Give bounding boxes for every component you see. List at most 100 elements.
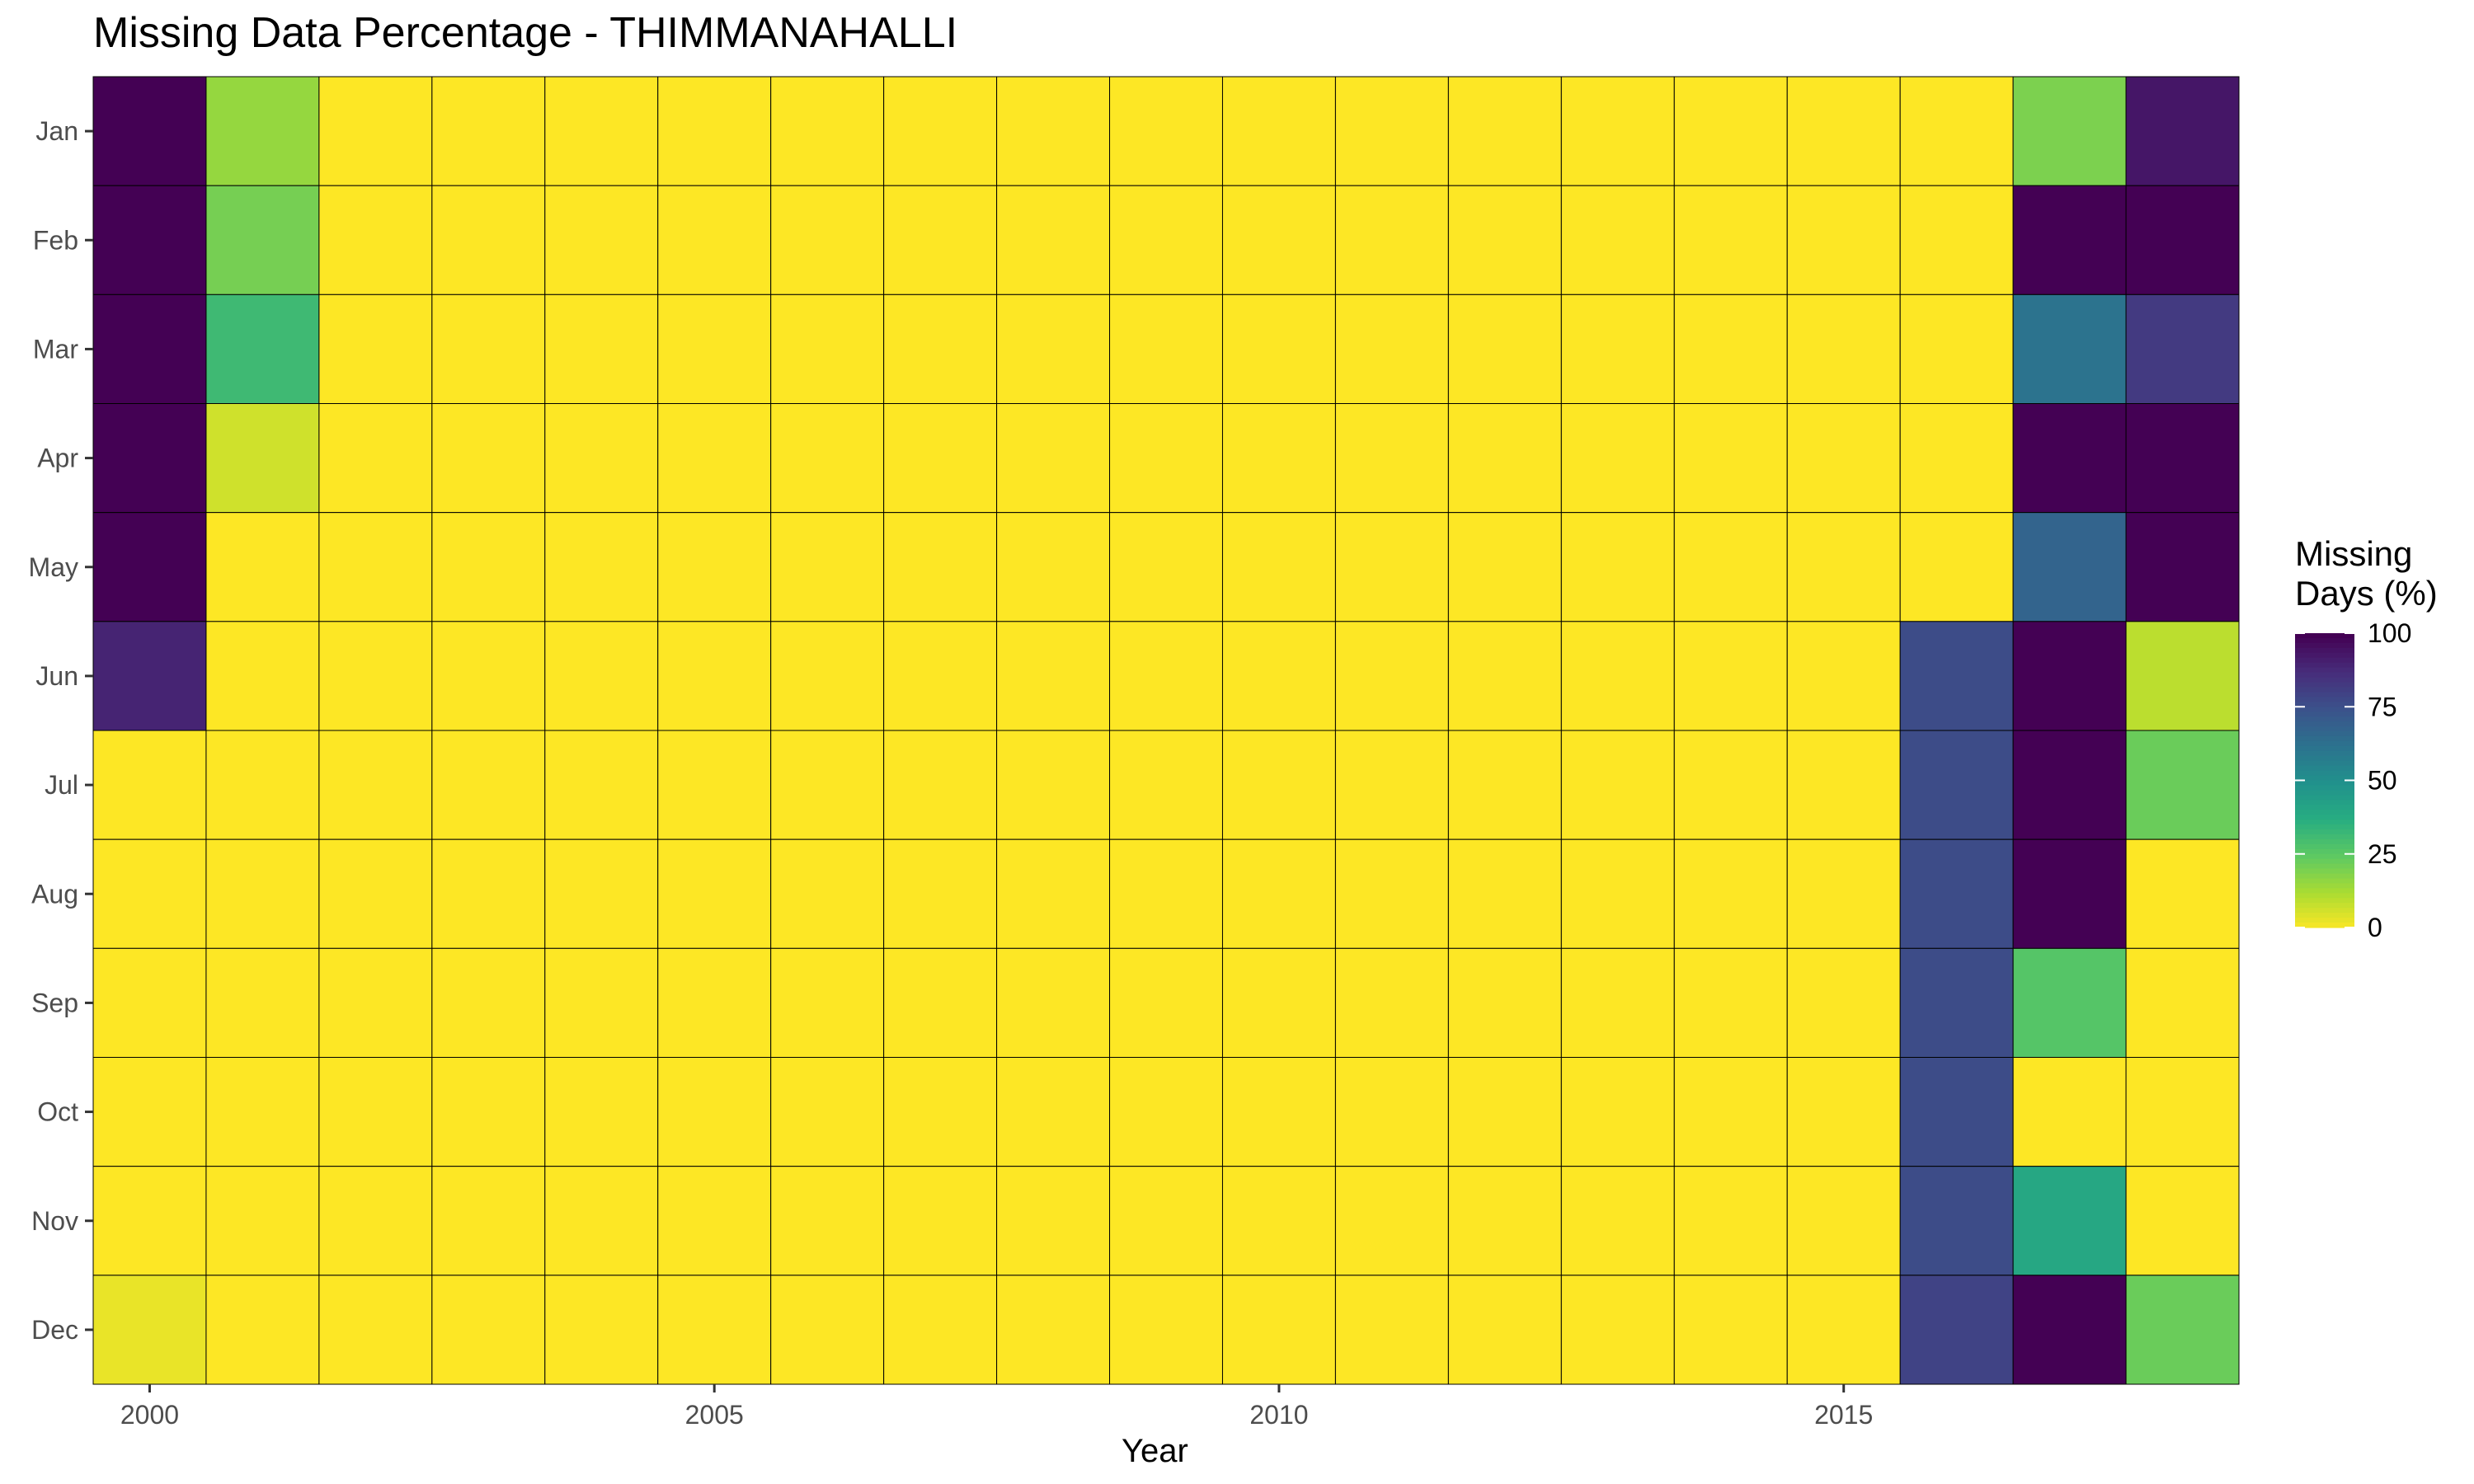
heatmap-cell-jun-2009 [1109, 621, 1223, 731]
y-tick-label-may: May [29, 552, 78, 582]
heatmap-cell-jun-2003 [431, 621, 546, 731]
heatmap-cell-sep-2006 [770, 947, 885, 1058]
heatmap-cell-apr-2006 [770, 403, 885, 514]
legend-colorbar-segment [2295, 785, 2354, 791]
heatmap-cell-jan-2005 [657, 76, 772, 186]
heatmap-cell-mar-2018 [2125, 294, 2240, 404]
heatmap-cell-apr-2012 [1447, 403, 1562, 514]
heatmap-cell-feb-2012 [1447, 185, 1562, 295]
heatmap-cell-aug-2009 [1109, 838, 1223, 949]
heatmap-cell-sep-2013 [1560, 947, 1675, 1058]
heatmap-cell-jun-2004 [544, 621, 659, 731]
heatmap-cell-jul-2013 [1560, 730, 1675, 840]
heatmap-cell-jan-2001 [205, 76, 320, 186]
heatmap-cell-feb-2010 [1221, 185, 1336, 295]
heatmap-cell-jan-2000 [92, 76, 207, 186]
legend-colorbar-segment [2295, 652, 2354, 659]
heatmap-cell-mar-2001 [205, 294, 320, 404]
y-axis-ticks: Jan Feb Mar Apr May Jun Jul Aug Sep Oct Nov Dec [29, 116, 93, 1345]
y-tick-label-jan: Jan [35, 116, 78, 146]
heatmap-cell-aug-2004 [544, 838, 659, 949]
heatmap-cell-mar-2011 [1334, 294, 1449, 404]
legend-colorbar-segment [2295, 702, 2354, 707]
heatmap-cell-feb-2016 [1899, 185, 2014, 295]
heatmap-cell-jun-2010 [1221, 621, 1336, 731]
heatmap-cell-dec-2016 [1899, 1275, 2014, 1385]
legend-colorbar-segment [2295, 677, 2354, 683]
legend-title: Missing Days (%) [2295, 534, 2438, 613]
legend-colorbar-segment [2295, 888, 2354, 894]
heatmap-cell-aug-2010 [1221, 838, 1336, 949]
legend-colorbar-segment [2295, 735, 2354, 742]
heatmap-cell-may-2007 [883, 512, 998, 622]
heatmap-cell-dec-2006 [770, 1275, 885, 1385]
heatmap-cell-nov-2016 [1899, 1166, 2014, 1276]
heatmap-cell-apr-2011 [1334, 403, 1449, 514]
heatmap-cell-jun-2002 [318, 621, 433, 731]
legend-title-line-1: Missing [2295, 534, 2413, 573]
heatmap-cell-jan-2006 [770, 76, 885, 186]
heatmap-cell-jan-2011 [1334, 76, 1449, 186]
heatmap-cell-jun-2008 [996, 621, 1111, 731]
heatmap-cell-jul-2016 [1899, 730, 2014, 840]
heatmap-cell-jun-2018 [2125, 621, 2240, 731]
legend-title-line-2: Days (%) [2295, 574, 2438, 613]
heatmap-cell-jan-2004 [544, 76, 659, 186]
legend-colorbar-segment [2295, 716, 2354, 722]
x-tick-label-2015: 2015 [1814, 1400, 1873, 1430]
heatmap-cell-mar-2007 [883, 294, 998, 404]
heatmap-cell-apr-2008 [996, 403, 1111, 514]
legend-colorbar-segment [2295, 633, 2354, 639]
y-tick-label-apr: Apr [37, 444, 78, 473]
heatmap-cell-dec-2000 [92, 1275, 207, 1385]
heatmap-cell-may-2005 [657, 512, 772, 622]
heatmap-cell-aug-2012 [1447, 838, 1562, 949]
heatmap-cell-feb-2000 [92, 185, 207, 295]
heatmap-cell-jun-2015 [1786, 621, 1901, 731]
heatmap-cell-mar-2002 [318, 294, 433, 404]
chart-title: Missing Data Percentage - THIMMANAHALLI [93, 9, 958, 57]
heatmap-cell-aug-2015 [1786, 838, 1901, 949]
heatmap-cell-dec-2001 [205, 1275, 320, 1385]
heatmap-cell-oct-2017 [2012, 1057, 2127, 1167]
legend-tick-label-50: 50 [2368, 766, 2397, 796]
legend-colorbar-segment [2295, 667, 2354, 674]
heatmap-cell-dec-2018 [2125, 1275, 2240, 1385]
heatmap-cell-mar-2005 [657, 294, 772, 404]
legend-colorbar-segment [2295, 873, 2354, 880]
legend-colorbar-segment [2295, 765, 2354, 772]
y-tick-label-jun: Jun [35, 661, 78, 691]
heatmap-cell-jun-2016 [1899, 621, 2014, 731]
y-tick-label-dec: Dec [31, 1315, 78, 1345]
heatmap-cell-feb-2015 [1786, 185, 1901, 295]
heatmap-cell-mar-2012 [1447, 294, 1562, 404]
heatmap-cell-dec-2004 [544, 1275, 659, 1385]
heatmap-cell-apr-2017 [2012, 403, 2127, 514]
heatmap-cell-jul-2014 [1673, 730, 1788, 840]
heatmap-cell-may-2000 [92, 512, 207, 622]
heatmap-cell-jan-2003 [431, 76, 546, 186]
legend-colorbar-segment [2295, 662, 2354, 669]
heatmap-cell-sep-2005 [657, 947, 772, 1058]
heatmap-cell-nov-2005 [657, 1166, 772, 1276]
heatmap-cell-mar-2008 [996, 294, 1111, 404]
x-tick-label-2010: 2010 [1249, 1400, 1308, 1430]
legend-colorbar-segment [2295, 838, 2354, 845]
heatmap-cell-aug-2018 [2125, 838, 2240, 949]
heatmap-cell-nov-2006 [770, 1166, 885, 1276]
legend-colorbar-segment [2295, 682, 2354, 688]
heatmap-cell-oct-2011 [1334, 1057, 1449, 1167]
legend-colorbar-segment [2295, 760, 2354, 767]
heatmap-cell-oct-2013 [1560, 1057, 1675, 1167]
heatmap-cell-aug-2005 [657, 838, 772, 949]
legend-tick-label-25: 25 [2368, 839, 2397, 869]
heatmap-cell-oct-2008 [996, 1057, 1111, 1167]
heatmap-cell-oct-2006 [770, 1057, 885, 1167]
heatmap-cell-jan-2015 [1786, 76, 1901, 186]
legend-colorbar-segment [2295, 863, 2354, 870]
legend-colorbar-segment [2295, 903, 2354, 909]
legend-colorbar-segment [2295, 893, 2354, 899]
heatmap-cell-dec-2014 [1673, 1275, 1788, 1385]
legend-colorbar-segment [2295, 815, 2354, 820]
